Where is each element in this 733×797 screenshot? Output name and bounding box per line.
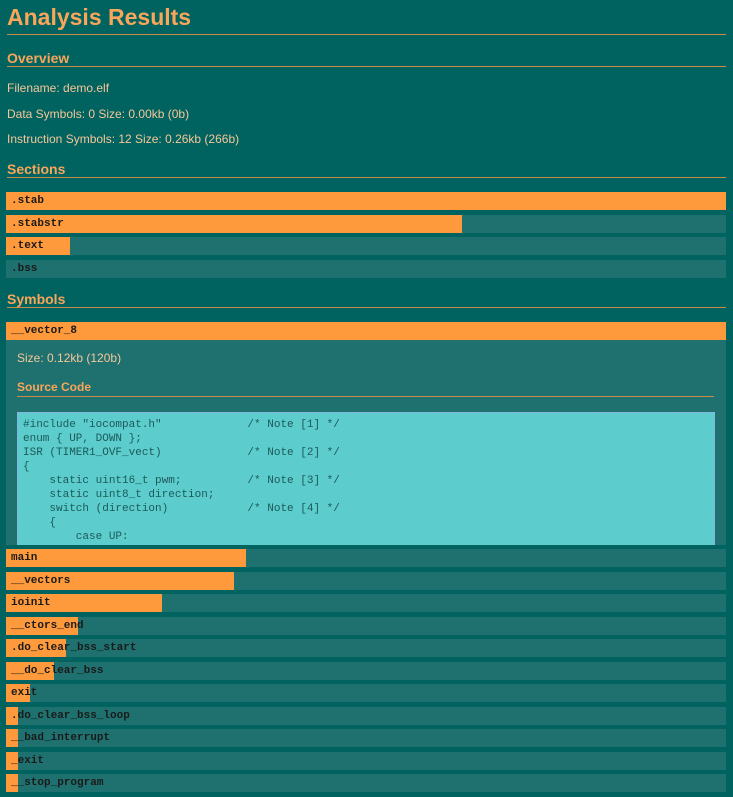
bar-label: ioinit bbox=[11, 597, 51, 609]
code-line: static uint8_t direction; bbox=[23, 489, 215, 501]
size-fill bbox=[6, 192, 726, 210]
code-line: ISR (TIMER1_OVF_vect) /* Note [2] */ bbox=[23, 447, 340, 459]
rule bbox=[7, 177, 726, 178]
size-fill bbox=[6, 549, 246, 567]
size-bar[interactable]: .stab bbox=[6, 192, 726, 210]
overview-line: Filename: demo.elf bbox=[7, 81, 110, 95]
section-heading: Overview bbox=[7, 50, 70, 66]
size-fill bbox=[6, 706, 18, 725]
code-line: case UP: bbox=[23, 531, 129, 543]
bar-label: exit bbox=[11, 687, 38, 699]
symbol-detail: Size: 0.12kb (120b) Source Code #include "… bbox=[6, 340, 726, 545]
overview-line: Instruction Symbols: 12 Size: 0.26kb (26… bbox=[7, 132, 240, 146]
size-bar[interactable]: __ctors_end bbox=[6, 616, 726, 635]
bar-label: .text bbox=[11, 240, 45, 252]
size-fill bbox=[6, 237, 70, 255]
bar-label: __bad_interrupt bbox=[11, 732, 111, 744]
bar-label: .stab bbox=[11, 195, 45, 207]
size-fill bbox=[6, 639, 66, 657]
bar-label: _exit bbox=[11, 754, 45, 767]
bar-label: .do_clear_bss_start bbox=[11, 642, 137, 654]
bar-label: .do_clear_bss_loop bbox=[11, 709, 130, 722]
bar-label: .stabstr bbox=[11, 217, 64, 230]
size-fill bbox=[6, 729, 18, 747]
size-fill bbox=[6, 594, 162, 612]
bar-label: __stop_program bbox=[11, 777, 104, 789]
size-bar[interactable]: __do_clear_bss bbox=[6, 661, 726, 680]
bar-label: __ctors_end bbox=[11, 619, 84, 632]
bar-label: __do_clear_bss bbox=[11, 664, 104, 677]
code-line: switch (direction) /* Note [4] */ bbox=[23, 503, 340, 515]
size-bar[interactable]: .do_clear_bss_loop bbox=[6, 706, 726, 725]
section-heading: Symbols bbox=[7, 291, 66, 307]
bar-label: __vector_8 bbox=[11, 325, 78, 337]
size-bar[interactable]: __vector_8 bbox=[6, 322, 726, 340]
bar-label: .bss bbox=[11, 262, 38, 275]
overview-line: Data Symbols: 0 Size: 0.00kb (0b) bbox=[7, 106, 190, 121]
size-bar[interactable]: .do_clear_bss_start bbox=[6, 639, 726, 657]
size-bar[interactable]: .bss bbox=[6, 259, 726, 278]
size-fill bbox=[6, 774, 18, 792]
rule bbox=[7, 66, 726, 67]
size-fill bbox=[6, 751, 18, 770]
rule bbox=[7, 34, 726, 35]
size-fill bbox=[6, 684, 30, 702]
size-bar[interactable]: main bbox=[6, 549, 726, 567]
size-fill bbox=[6, 214, 462, 233]
symbol-size: Size: 0.12kb (120b) bbox=[17, 351, 122, 365]
rule bbox=[7, 307, 726, 308]
size-bar[interactable]: ioinit bbox=[6, 594, 726, 612]
size-bar[interactable]: __vectors bbox=[6, 571, 726, 590]
code-line: { bbox=[23, 517, 57, 529]
size-bar[interactable]: __stop_program bbox=[6, 774, 726, 792]
section-heading: Sections bbox=[7, 161, 66, 177]
code-line: { bbox=[23, 461, 30, 473]
code-line: static uint16_t pwm; /* Note [3] */ bbox=[23, 475, 340, 487]
bar-label: __vectors bbox=[11, 574, 71, 587]
size-fill bbox=[6, 616, 78, 635]
bar-label: main bbox=[11, 552, 38, 564]
code-line: #include "iocompat.h" /* Note [1] */ bbox=[23, 419, 340, 431]
subheading: Source Code bbox=[17, 380, 92, 394]
size-bar[interactable]: _exit bbox=[6, 751, 726, 770]
page-title: Analysis Results bbox=[7, 4, 192, 30]
size-bar[interactable]: .stabstr bbox=[6, 214, 726, 233]
size-fill bbox=[6, 571, 234, 590]
rule bbox=[17, 396, 714, 397]
size-bar[interactable]: .text bbox=[6, 237, 726, 255]
size-fill bbox=[6, 322, 726, 340]
code-line: enum { UP, DOWN }; bbox=[23, 433, 142, 445]
source-code: #include "iocompat.h" /* Note [1] */ enum… bbox=[17, 412, 715, 545]
size-bar[interactable]: exit bbox=[6, 684, 726, 702]
size-fill bbox=[6, 661, 54, 680]
size-bar[interactable]: __bad_interrupt bbox=[6, 729, 726, 747]
